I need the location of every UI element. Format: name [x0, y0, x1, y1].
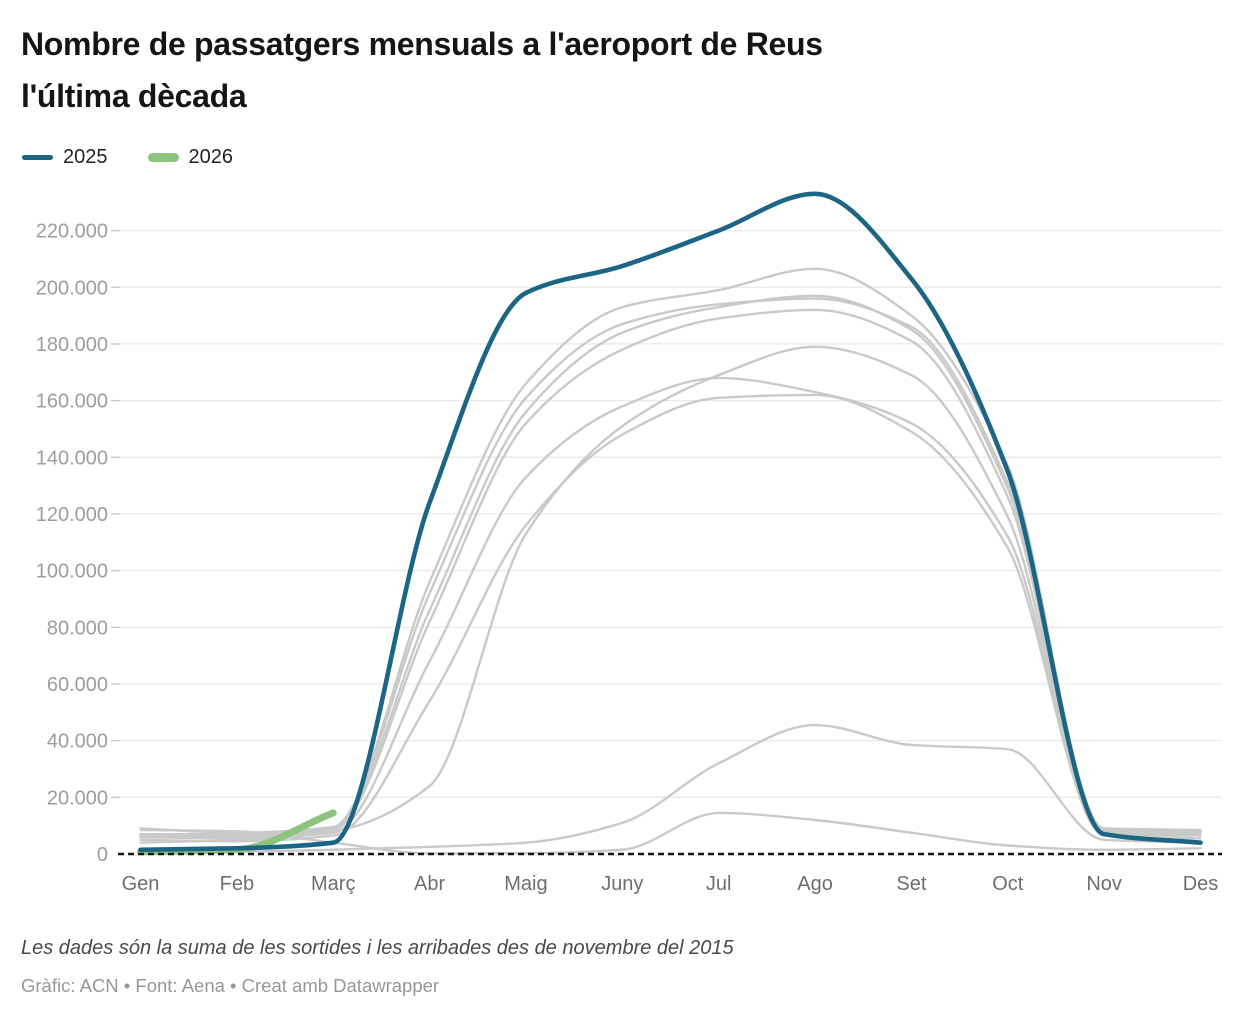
- y-axis-label-140000: 140.000: [36, 447, 108, 469]
- y-axis-label-160000: 160.000: [36, 391, 108, 413]
- x-axis-label-Ago: Ago: [797, 873, 833, 895]
- chart-attribution: Gràfic: ACN • Font: Aena • Creat amb Dat…: [21, 975, 440, 996]
- y-axis-label-200000: 200.000: [36, 277, 108, 299]
- chart-footnote: Les dades són la suma de les sortides i …: [21, 937, 734, 959]
- legend-swatch-2026: [147, 153, 179, 162]
- y-axis-label-120000: 120.000: [36, 504, 108, 526]
- x-axis-label-Maig: Maig: [504, 873, 547, 895]
- x-axis-label-Abr: Abr: [414, 873, 445, 895]
- legend-item-2025: 2025: [22, 146, 108, 169]
- series-line-2024: [139, 267, 1202, 836]
- series-line-2019: [139, 297, 1202, 834]
- x-axis-label-Nov: Nov: [1086, 873, 1122, 895]
- y-axis-label-180000: 180.000: [36, 334, 108, 356]
- legend-label-2026: 2026: [188, 146, 234, 168]
- series-line-2018: [139, 308, 1202, 839]
- y-axis-label-60000: 60.000: [47, 674, 108, 696]
- x-axis-label-Set: Set: [896, 873, 926, 895]
- y-axis-label-40000: 40.000: [47, 731, 108, 753]
- series-line-2025: [138, 191, 1203, 853]
- x-axis-label-Març: Març: [311, 873, 355, 895]
- y-axis-label-100000: 100.000: [36, 561, 108, 583]
- y-axis-label-80000: 80.000: [47, 617, 108, 639]
- series-line-2021: [139, 723, 1202, 853]
- y-axis-label-20000: 20.000: [47, 787, 108, 809]
- x-axis-label-Feb: Feb: [220, 873, 254, 895]
- legend-label-2025: 2025: [63, 146, 108, 168]
- series-line-2023: [139, 294, 1202, 839]
- chart-title-line-1: Nombre de passatgers mensuals a l'aeropo…: [21, 26, 823, 62]
- chart-title-line-2: l'última dècada: [21, 78, 247, 114]
- x-axis-label-Juny: Juny: [601, 873, 643, 895]
- chart-title: Nombre de passatgers mensuals a l'aeropo…: [21, 18, 1221, 122]
- series-line-2016: [139, 393, 1202, 843]
- y-axis-label-0: 0: [97, 844, 108, 866]
- x-axis-label-Oct: Oct: [992, 873, 1024, 895]
- legend-swatch-2025: [22, 155, 53, 160]
- x-axis-label-Gen: Gen: [122, 873, 160, 895]
- legend-item-2026: 2026: [147, 146, 234, 169]
- x-axis-label-Jul: Jul: [706, 873, 732, 895]
- x-axis-label-Des: Des: [1183, 873, 1219, 895]
- line-chart: 0 20.000 40.000 60.000 80.000 100.000 120.000 1…: [36, 191, 1222, 895]
- y-axis-label-220000: 220.000: [36, 221, 108, 243]
- legend: 2025 2026: [22, 146, 233, 169]
